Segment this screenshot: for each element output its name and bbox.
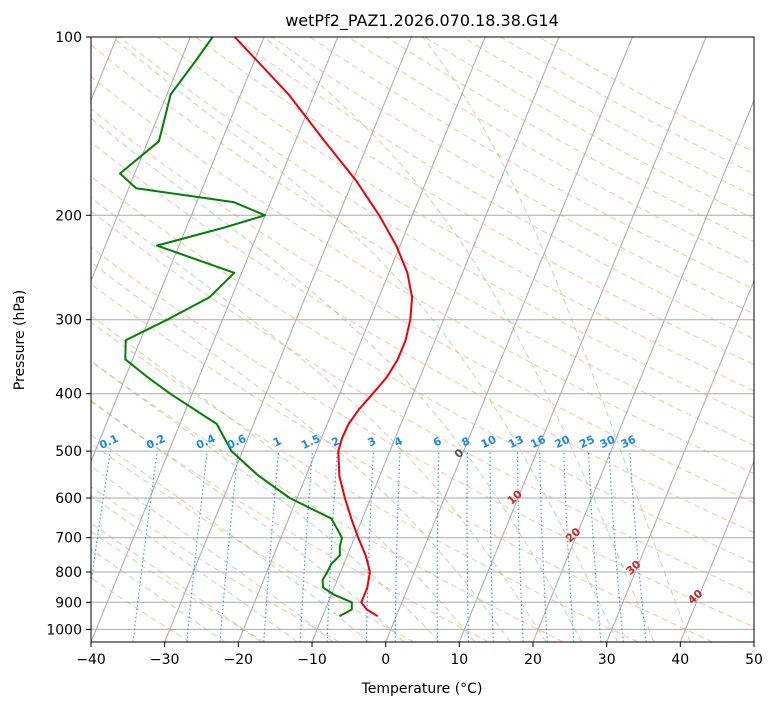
y-tick-label: 200 bbox=[55, 208, 82, 224]
moist-adiabat-line bbox=[91, 434, 370, 642]
x-tick-label: −40 bbox=[76, 652, 106, 668]
isotherm-line bbox=[91, 37, 265, 463]
moist-adiabat-line bbox=[91, 494, 298, 642]
dry-adiabat-line bbox=[91, 141, 754, 534]
moist-adiabat-line bbox=[91, 261, 511, 642]
moist-adiabat-line bbox=[91, 465, 334, 642]
x-tick-label: −10 bbox=[297, 652, 327, 668]
dry-adiabat-line bbox=[91, 246, 754, 628]
isotherm-line bbox=[311, 37, 560, 642]
mixing-ratio-label: 13 bbox=[506, 433, 525, 451]
mixing-ratio-label: 20 bbox=[553, 433, 573, 451]
x-tick-label: 40 bbox=[671, 652, 689, 668]
isotherm-line bbox=[164, 37, 412, 642]
mixing-ratio-line bbox=[608, 451, 624, 642]
x-tick-label: 10 bbox=[450, 652, 468, 668]
x-tick-label: −30 bbox=[150, 652, 180, 668]
y-tick-label: 100 bbox=[55, 30, 82, 46]
moist-adiabat-line bbox=[91, 117, 583, 642]
plot-frame bbox=[90, 36, 755, 643]
y-tick-label: 500 bbox=[55, 444, 82, 460]
y-tick-label: 700 bbox=[55, 531, 82, 547]
mixing-ratio-line bbox=[629, 451, 647, 642]
mixing-ratio-line bbox=[91, 451, 111, 587]
x-tick-label: −20 bbox=[224, 652, 254, 668]
chart-title: wetPf2_PAZ1.2026.070.18.38.G14 bbox=[285, 11, 559, 31]
moist-adiabat-line bbox=[91, 196, 547, 642]
dry-adiabat-line bbox=[91, 283, 713, 642]
y-tick-label: 300 bbox=[55, 313, 82, 329]
dry-adiabat-line bbox=[309, 37, 754, 290]
dry-adiabat-line bbox=[157, 37, 754, 392]
moist-adiabat-line bbox=[263, 37, 655, 642]
dry-adiabat-line bbox=[91, 360, 564, 642]
mixing-ratio-line bbox=[219, 451, 239, 642]
moist-adiabat-line bbox=[91, 314, 476, 642]
isotherm-line bbox=[385, 37, 633, 642]
y-tick-label: 600 bbox=[55, 491, 82, 507]
dry-adiabat-line bbox=[195, 37, 754, 366]
dry-adiabat-line bbox=[91, 401, 489, 642]
moist-adiabat-line bbox=[91, 522, 262, 642]
isotherm-line bbox=[679, 460, 754, 642]
isotherm-line bbox=[91, 37, 191, 283]
isotherm-line bbox=[237, 37, 486, 642]
dewpoint-profile-line bbox=[119, 37, 353, 618]
x-tick-label: 30 bbox=[598, 652, 616, 668]
dry-adiabat-line bbox=[91, 75, 754, 475]
mixing-ratio-line bbox=[132, 451, 158, 642]
background-grid bbox=[91, 37, 754, 642]
moist-adiabat-line bbox=[111, 37, 619, 642]
data-series bbox=[119, 37, 414, 618]
temperature-profile-line bbox=[233, 37, 414, 618]
x-axis-title: Temperature (°C) bbox=[361, 681, 483, 697]
moist-adiabat-line bbox=[91, 548, 226, 642]
dry-adiabat-line bbox=[91, 210, 754, 596]
mixing-ratio-label: 30 bbox=[598, 433, 618, 451]
isotherm-line bbox=[606, 279, 754, 642]
mixing-ratio-line bbox=[186, 451, 208, 642]
moist-adiabat-line bbox=[422, 37, 691, 642]
y-tick-label: 1000 bbox=[46, 622, 82, 638]
x-tick-label: 0 bbox=[381, 652, 390, 668]
y-axis-title: Pressure (hPa) bbox=[12, 290, 28, 390]
mixing-ratio-label: 16 bbox=[528, 433, 548, 451]
isotherm-line bbox=[532, 98, 754, 642]
axes: −40 −30 −20 −10 0 10 20 30 40 50 1000 900 800 700 600 5… bbox=[46, 30, 763, 668]
mixing-ratio-line bbox=[263, 451, 280, 642]
moist-adiabat-line bbox=[91, 399, 405, 642]
mixing-ratio-label: 25 bbox=[577, 433, 596, 451]
isotherm-line bbox=[91, 37, 339, 642]
dry-adiabat-line bbox=[271, 37, 754, 315]
isotherm-line bbox=[458, 37, 707, 642]
moist-adiabat-line bbox=[91, 360, 440, 642]
y-tick-label: 800 bbox=[55, 565, 82, 581]
x-tick-label: 50 bbox=[745, 652, 763, 668]
dry-adiabat-line bbox=[91, 175, 754, 564]
dry-adiabat-line bbox=[91, 530, 265, 642]
y-tick-label: 400 bbox=[55, 387, 82, 403]
x-tick-label: 20 bbox=[524, 652, 542, 668]
mixing-ratio-label: 36 bbox=[619, 433, 639, 451]
y-tick-label: 900 bbox=[55, 595, 82, 611]
dry-adiabat-line bbox=[91, 108, 754, 504]
mixing-ratio-label: 10 bbox=[479, 433, 499, 451]
